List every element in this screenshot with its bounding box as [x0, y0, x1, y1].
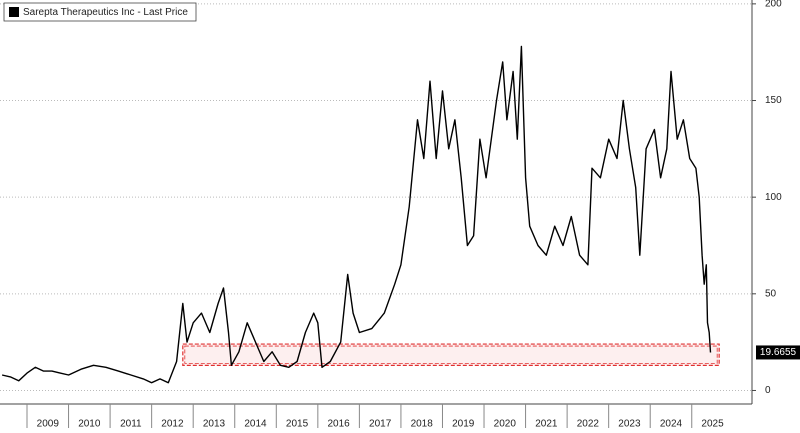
price-line — [1, 45, 712, 384]
highlight-band — [182, 343, 720, 366]
x-tick-label: 2011 — [120, 419, 142, 430]
x-tick-label: 2019 — [452, 419, 475, 430]
y-tick-label: 150 — [765, 95, 782, 106]
x-tick-label: 2012 — [161, 419, 184, 430]
legend-box — [3, 2, 197, 22]
x-tick-label: 2022 — [577, 419, 600, 430]
x-tick-label: 2024 — [660, 419, 683, 430]
x-tick-label: 2013 — [203, 419, 226, 430]
x-tick-label: 2018 — [411, 419, 434, 430]
x-tick-label: 2015 — [286, 419, 309, 430]
legend-swatch — [9, 7, 19, 17]
highlight-band-inner — [184, 345, 718, 364]
x-tick-label: 2020 — [494, 419, 517, 430]
x-tick-label: 2017 — [369, 419, 392, 430]
x-tick-label: 2009 — [37, 419, 60, 430]
x-tick-label: 2023 — [618, 419, 641, 430]
legend-label: Sarepta Therapeutics Inc - Last Price — [23, 7, 188, 18]
x-tick-label: 2014 — [244, 419, 267, 430]
y-tick-label: 200 — [765, 0, 782, 10]
legend: Sarepta Therapeutics Inc - Last Price — [3, 2, 197, 22]
x-tick-label: 2010 — [78, 419, 101, 430]
last-value-box — [756, 345, 800, 360]
x-tick-label: 2016 — [327, 419, 350, 430]
y-tick-label: 0 — [765, 385, 771, 396]
x-tick-label: 2021 — [535, 419, 558, 430]
last-value-label: 19.6655 — [760, 347, 797, 358]
y-tick-label: 50 — [765, 288, 777, 299]
x-tick-label: 2025 — [701, 419, 724, 430]
y-tick-label: 100 — [765, 192, 782, 203]
